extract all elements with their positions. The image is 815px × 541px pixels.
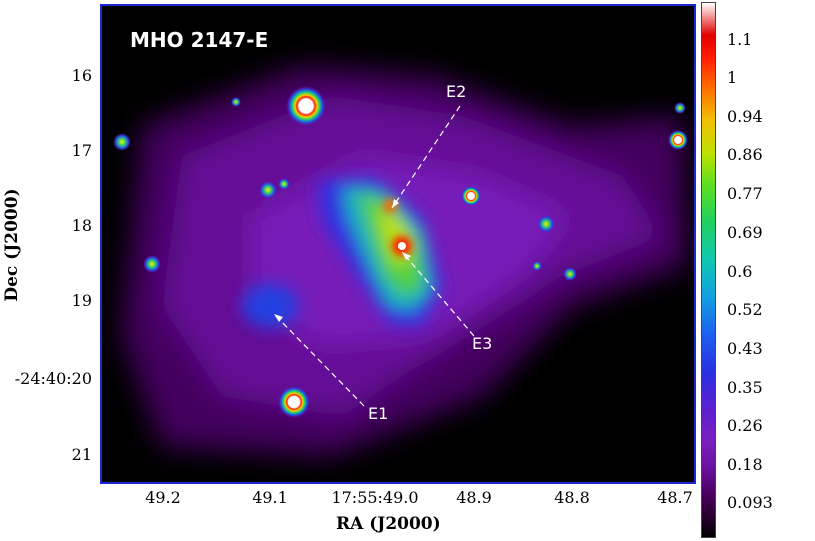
colorbar-tick: 0.18 — [727, 455, 763, 474]
colorbar-tick: 1 — [727, 68, 738, 87]
y-axis-label: Dec (J2000) — [2, 188, 22, 302]
x-tick: 17:55:49.0 — [331, 488, 419, 507]
x-tick: 48.7 — [657, 488, 693, 507]
nebula-image — [102, 6, 694, 482]
source-label-e1: E1 — [368, 404, 389, 423]
colorbar-tick: 0.52 — [727, 300, 763, 319]
x-tick: 49.2 — [145, 488, 181, 507]
y-tick: 18 — [71, 216, 92, 235]
colorbar — [701, 2, 716, 538]
x-tick: 48.8 — [554, 488, 590, 507]
y-tick: 17 — [71, 141, 92, 160]
x-tick: 49.1 — [252, 488, 288, 507]
source-label-e2: E2 — [446, 82, 467, 101]
colorbar-tick: 0.093 — [727, 493, 773, 512]
x-tick: 48.9 — [456, 488, 492, 507]
colorbar-tick: 0.94 — [727, 107, 763, 126]
colorbar-tick: 0.86 — [727, 145, 763, 164]
y-tick: 19 — [71, 291, 92, 310]
colorbar-tick: 0.6 — [727, 262, 753, 281]
source-label-e3: E3 — [472, 334, 493, 353]
colorbar-tick: 0.69 — [727, 223, 763, 242]
y-tick: 16 — [71, 66, 92, 85]
y-tick: -24:40:20 — [14, 369, 92, 388]
colorbar-tick: 0.26 — [727, 416, 763, 435]
colorbar-tick: 0.43 — [727, 339, 763, 358]
x-axis-label: RA (J2000) — [336, 514, 441, 534]
colorbar-tick: 1.1 — [727, 30, 753, 49]
image-frame: MHO 2147-E E2 E3 E1 — [100, 4, 696, 484]
image-title: MHO 2147-E — [130, 28, 269, 52]
colorbar-tick: 0.35 — [727, 378, 763, 397]
y-tick: 21 — [71, 445, 92, 464]
colorbar-tick: 0.77 — [727, 184, 763, 203]
